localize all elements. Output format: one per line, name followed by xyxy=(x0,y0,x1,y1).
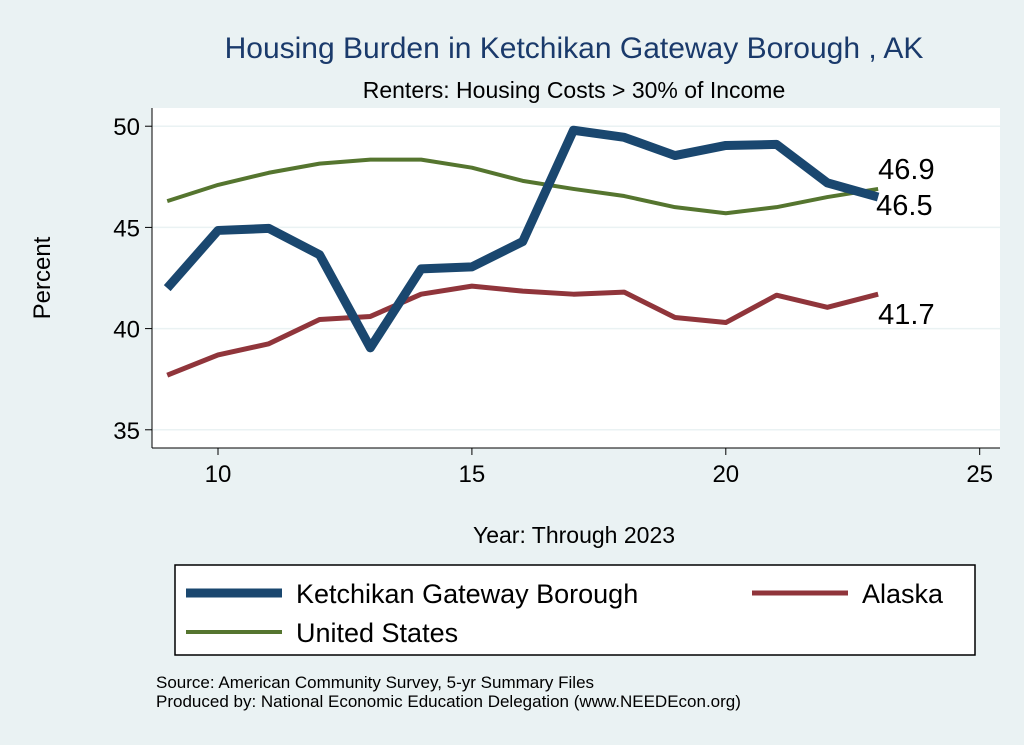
y-tick-label: 35 xyxy=(113,418,140,445)
x-tick-label: 10 xyxy=(205,461,232,488)
y-tick-label: 45 xyxy=(113,215,140,242)
source-note: Source: American Community Survey, 5-yr … xyxy=(156,673,594,692)
x-tick-label: 20 xyxy=(712,461,739,488)
legend-label-us: United States xyxy=(296,618,458,648)
end-label-1: 41.7 xyxy=(878,299,934,331)
x-tick-label: 25 xyxy=(966,461,993,488)
legend-box xyxy=(174,564,976,656)
legend-label-ketchikan: Ketchikan Gateway Borough xyxy=(296,579,638,609)
x-tick-label: 15 xyxy=(459,461,486,488)
chart-subtitle: Renters: Housing Costs > 30% of Income xyxy=(363,77,786,103)
end-label-0: 46.5 xyxy=(876,190,932,222)
series-line-2 xyxy=(166,157,879,216)
series-line-1 xyxy=(166,283,879,378)
plot-area xyxy=(152,108,1000,448)
producer-note: Produced by: National Economic Education… xyxy=(156,692,741,711)
series-line-0 xyxy=(163,125,880,353)
y-tick-label: 40 xyxy=(113,317,140,344)
y-axis-label: Percent xyxy=(29,236,56,319)
legend: Ketchikan Gateway Borough Alaska United … xyxy=(174,564,976,656)
y-tick-label: 50 xyxy=(113,114,140,141)
legend-label-alaska: Alaska xyxy=(862,579,944,609)
chart-title: Housing Burden in Ketchikan Gateway Boro… xyxy=(225,32,924,65)
x-axis-label: Year: Through 2023 xyxy=(473,522,675,548)
end-label-2: 46.9 xyxy=(878,154,934,186)
